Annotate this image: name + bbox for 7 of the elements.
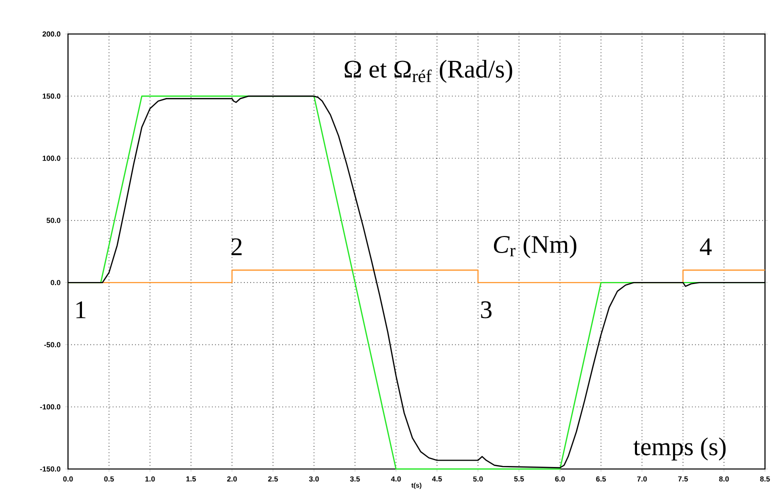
annotation: 4 [700, 238, 712, 256]
annotation: C$_{r}$ (Nm) [494, 235, 576, 258]
annotation: Ω et Ω$_{réf}$ (Rad/s) [344, 60, 512, 83]
annotation: 2 [231, 238, 242, 256]
annotation: 1 [76, 301, 86, 318]
annotation: 3 [481, 301, 492, 318]
annotation: temps (s) [633, 438, 726, 460]
